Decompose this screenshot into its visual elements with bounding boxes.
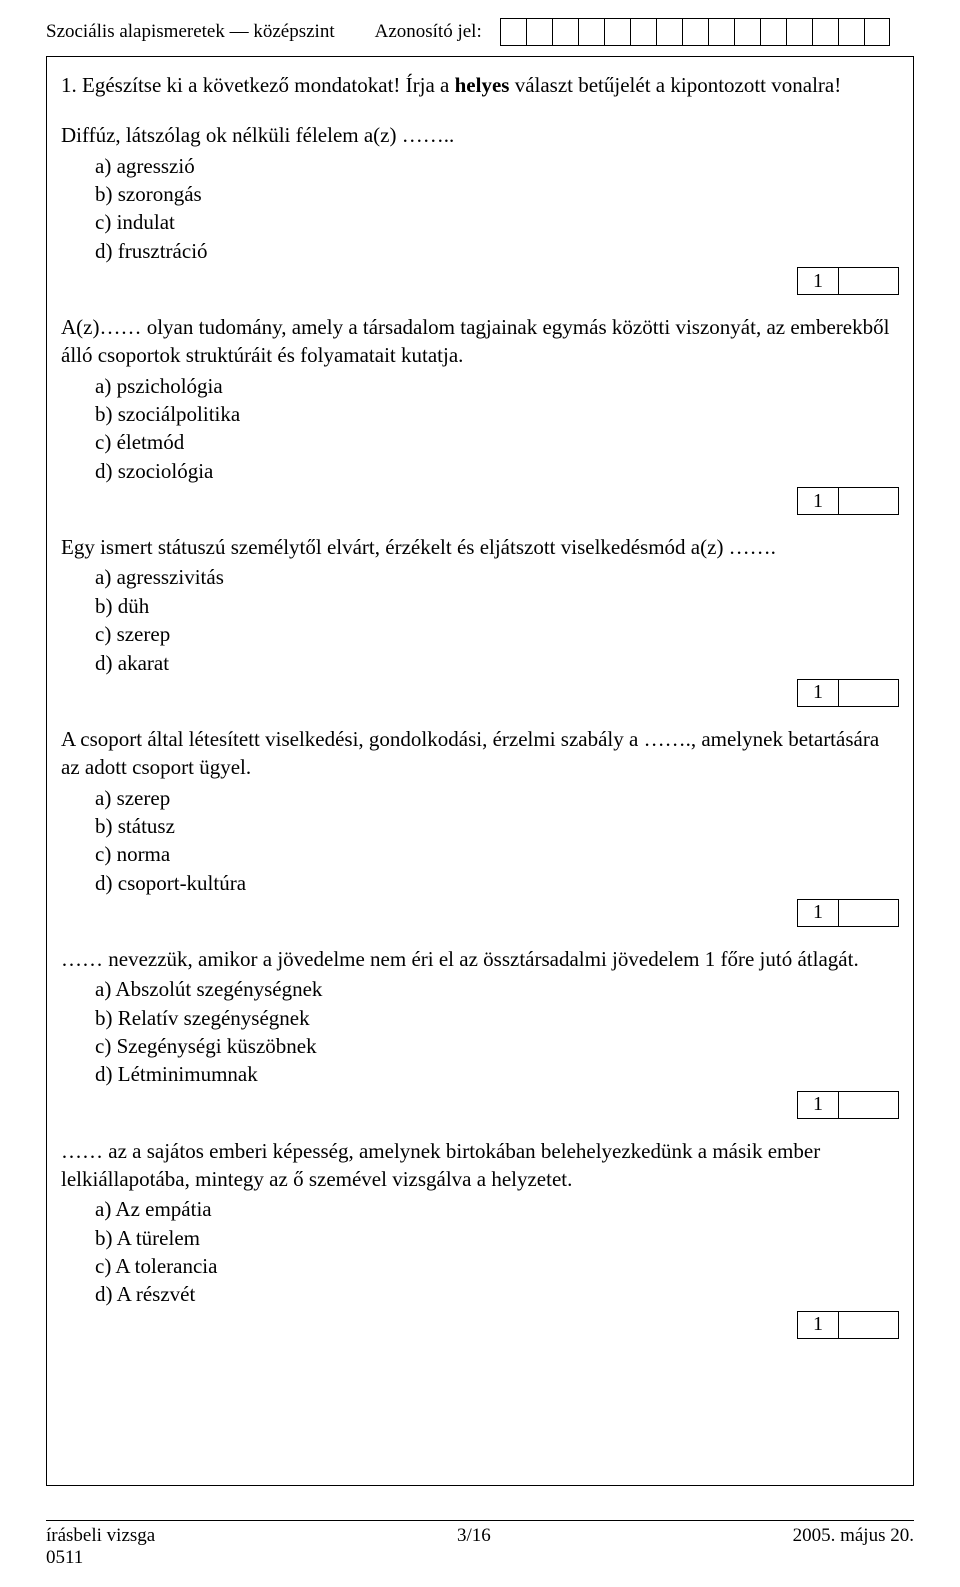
exam-date: 2005. május 20. [793,1525,914,1569]
option: d) Létminimumnak [95,1060,899,1088]
footer-row: írásbeli vizsga 0511 3/16 2005. május 20… [46,1525,914,1569]
option: d) csoport-kultúra [95,869,899,897]
id-cell[interactable] [812,18,838,46]
score-box: 1 [797,899,899,927]
option: a) agresszió [95,152,899,180]
instruction-part-c: választ betűjelét a kipontozott vonalra! [509,73,841,97]
score-max: 1 [797,679,839,707]
option: a) szerep [95,784,899,812]
task-number: 1. [61,73,77,97]
options-list: a) pszichológia b) szociálpolitika c) él… [61,372,899,485]
question-text: …… nevezzük, amikor a jövedelme nem éri … [61,945,899,973]
option: d) akarat [95,649,899,677]
options-list: a) Abszolút szegénységnek b) Relatív sze… [61,975,899,1088]
id-boxes [500,18,890,46]
id-label: Azonosító jel: [375,21,482,43]
instruction-part-a: Egészítse ki a következő mondatokat! Írj… [82,73,455,97]
option: a) Az empátia [95,1195,899,1223]
id-cell[interactable] [500,18,526,46]
id-cell[interactable] [708,18,734,46]
option: b) szorongás [95,180,899,208]
exam-code: 0511 [46,1547,155,1569]
score-row: 1 [61,267,899,295]
question-text: …… az a sajátos emberi képesség, amelyne… [61,1137,899,1194]
question-text: Diffúz, látszólag ok nélküli félelem a(z… [61,121,899,149]
options-list: a) agresszió b) szorongás c) indulat d) … [61,152,899,265]
page-header: Szociális alapismeretek — középszint Azo… [46,18,914,46]
id-cell[interactable] [760,18,786,46]
option: c) A tolerancia [95,1252,899,1280]
option: c) Szegénységi küszöbnek [95,1032,899,1060]
id-cell[interactable] [552,18,578,46]
score-max: 1 [797,487,839,515]
score-row: 1 [61,487,899,515]
id-cell[interactable] [786,18,812,46]
option: d) frusztráció [95,237,899,265]
options-list: a) szerep b) státusz c) norma d) csoport… [61,784,899,897]
score-box: 1 [797,487,899,515]
option: a) agresszivitás [95,563,899,591]
option: b) düh [95,592,899,620]
option: c) szerep [95,620,899,648]
page-footer: írásbeli vizsga 0511 3/16 2005. május 20… [46,1520,914,1569]
score-max: 1 [797,1311,839,1339]
footer-left: írásbeli vizsga 0511 [46,1525,155,1569]
option: b) státusz [95,812,899,840]
exam-type: írásbeli vizsga [46,1525,155,1547]
score-given[interactable] [839,899,899,927]
option: b) szociálpolitika [95,400,899,428]
score-box: 1 [797,679,899,707]
score-given[interactable] [839,1091,899,1119]
id-cell[interactable] [682,18,708,46]
options-list: a) Az empátia b) A türelem c) A toleranc… [61,1195,899,1308]
page-number: 3/16 [457,1525,491,1569]
option: a) Abszolút szegénységnek [95,975,899,1003]
question-frame: 1. Egészítse ki a következő mondatokat! … [46,56,914,1486]
score-given[interactable] [839,1311,899,1339]
option: d) A részvét [95,1280,899,1308]
score-box: 1 [797,1091,899,1119]
score-row: 1 [61,679,899,707]
question-text: A(z)…… olyan tudomány, amely a társadalo… [61,313,899,370]
id-cell[interactable] [526,18,552,46]
score-max: 1 [797,899,839,927]
score-row: 1 [61,1311,899,1339]
score-max: 1 [797,267,839,295]
id-cell[interactable] [838,18,864,46]
id-cell[interactable] [734,18,760,46]
score-max: 1 [797,1091,839,1119]
option: a) pszichológia [95,372,899,400]
subject-label: Szociális alapismeretek — középszint [46,21,335,43]
score-given[interactable] [839,487,899,515]
score-box: 1 [797,1311,899,1339]
score-box: 1 [797,267,899,295]
task-instruction: 1. Egészítse ki a következő mondatokat! … [61,71,899,99]
score-row: 1 [61,899,899,927]
id-cell[interactable] [864,18,890,46]
id-cell[interactable] [656,18,682,46]
options-list: a) agresszivitás b) düh c) szerep d) aka… [61,563,899,676]
page: Szociális alapismeretek — középszint Azo… [0,0,960,1587]
option: b) A türelem [95,1224,899,1252]
id-cell[interactable] [630,18,656,46]
question-text: Egy ismert státuszú személytől elvárt, é… [61,533,899,561]
option: d) szociológia [95,457,899,485]
option: c) életmód [95,428,899,456]
option: b) Relatív szegénységnek [95,1004,899,1032]
option: c) indulat [95,208,899,236]
instruction-bold: helyes [455,73,510,97]
id-cell[interactable] [604,18,630,46]
question-text: A csoport által létesített viselkedési, … [61,725,899,782]
option: c) norma [95,840,899,868]
footer-divider [46,1520,914,1521]
id-cell[interactable] [578,18,604,46]
score-given[interactable] [839,679,899,707]
score-row: 1 [61,1091,899,1119]
score-given[interactable] [839,267,899,295]
